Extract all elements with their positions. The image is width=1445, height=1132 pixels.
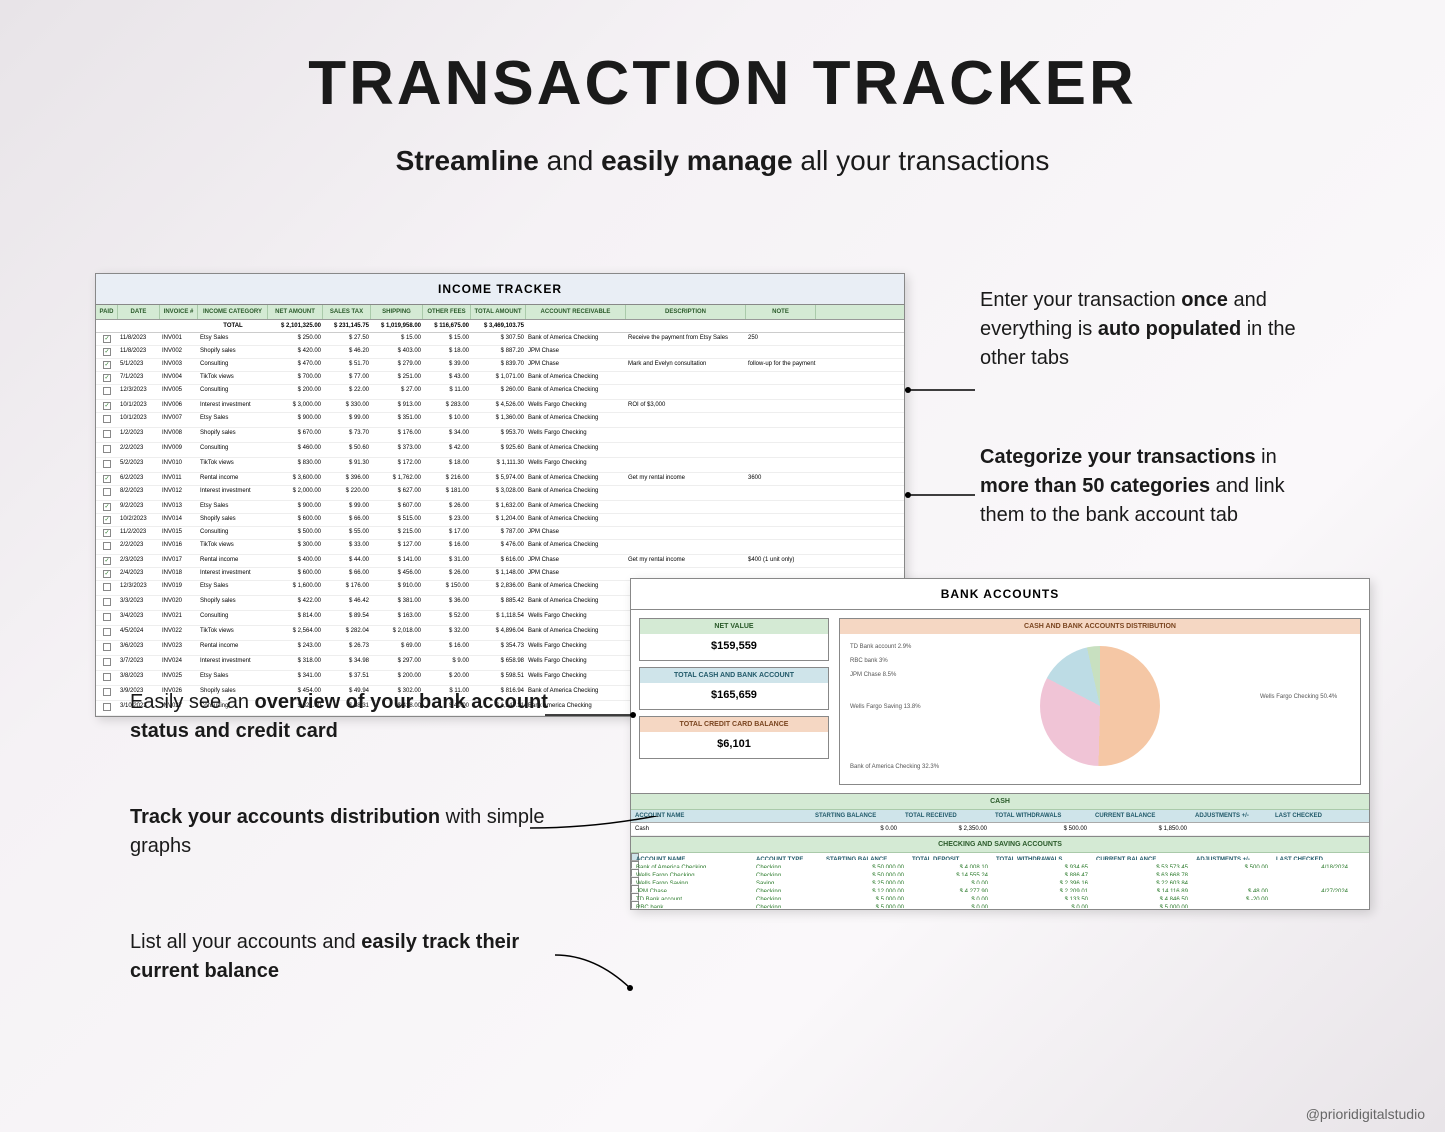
paid-checkbox[interactable]: [103, 445, 111, 453]
paid-checkbox[interactable]: [103, 402, 111, 410]
subtitle: Streamline and easily manage all your tr…: [0, 145, 1445, 177]
summary-card: TOTAL CASH AND BANK ACCOUNT$165,659: [639, 667, 829, 710]
pie-label: Wells Fargo Checking 50.4%: [1260, 694, 1337, 700]
pie-label: TD Bank account 2.9%: [850, 644, 911, 650]
income-row: 6/2/2023INV011Rental income$ 3,600.00$ 3…: [96, 473, 904, 486]
cash-section-title: CASH: [631, 793, 1369, 810]
paid-checkbox[interactable]: [103, 387, 111, 395]
paid-checkbox[interactable]: [103, 516, 111, 524]
income-row: 10/1/2023INV007Etsy Sales$ 900.00$ 99.00…: [96, 413, 904, 428]
arrow-2: [905, 483, 985, 513]
callout-categorize: Categorize your transactions in more tha…: [980, 443, 1320, 530]
income-row: 12/3/2023INV005Consulting$ 200.00$ 22.00…: [96, 385, 904, 400]
paid-checkbox[interactable]: [103, 628, 111, 636]
income-col-header: NET AMOUNT: [268, 305, 323, 319]
income-row: 8/2/2023INV012Interest investment$ 2,000…: [96, 486, 904, 501]
income-row: 11/8/2023INV001Etsy Sales$ 250.00$ 27.50…: [96, 333, 904, 346]
paid-checkbox[interactable]: [103, 361, 111, 369]
paid-checkbox[interactable]: [103, 688, 111, 696]
income-panel-title: INCOME TRACKER: [96, 274, 904, 305]
paid-checkbox[interactable]: [103, 430, 111, 438]
paid-checkbox[interactable]: [103, 658, 111, 666]
checking-columns: ACCOUNT NAMEACCOUNT TYPESTARTING BALANCE…: [631, 853, 639, 861]
callout-balance: List all your accounts and easily track …: [130, 928, 560, 986]
paid-checkbox[interactable]: [103, 643, 111, 651]
income-row: 2/2/2023INV009Consulting$ 460.00$ 50.60$…: [96, 443, 904, 458]
checking-row: JPM ChaseChecking$ 12,000.00$ 4,277.90$ …: [631, 885, 639, 893]
paid-checkbox[interactable]: [103, 570, 111, 578]
arrow-5: [555, 943, 640, 1003]
income-row: 2/2/2023INV016TikTok views$ 300.00$ 33.0…: [96, 540, 904, 555]
pie-label: Bank of America Checking 32.3%: [850, 764, 939, 770]
pie-label: RBC bank 3%: [850, 658, 888, 664]
income-col-header: ACCOUNT RECEIVABLE: [526, 305, 626, 319]
page-title: TRANSACTION TRACKER: [0, 48, 1445, 119]
paid-checkbox[interactable]: [103, 415, 111, 423]
callout-auto-populate: Enter your transaction once and everythi…: [980, 286, 1300, 373]
checking-row: Wells Fargo SavingSaving$ 25,000.00$ 0.0…: [631, 877, 639, 885]
income-col-header: TOTAL AMOUNT: [471, 305, 526, 319]
paid-checkbox[interactable]: [103, 503, 111, 511]
income-row: 5/2/2023INV010TikTok views$ 830.00$ 91.3…: [96, 458, 904, 473]
paid-checkbox[interactable]: [103, 613, 111, 621]
income-row: 11/8/2023INV002Shopify sales$ 420.00$ 46…: [96, 346, 904, 359]
income-col-header: PAID: [96, 305, 118, 319]
income-row: 7/1/2023INV004TikTok views$ 700.00$ 77.0…: [96, 372, 904, 385]
checking-row: Wells Fargo CheckingChecking$ 50,000.00$…: [631, 869, 639, 877]
bank-panel-title: BANK ACCOUNTS: [631, 579, 1369, 610]
bank-accounts-panel: BANK ACCOUNTS NET VALUE$159,559 TOTAL CAS…: [630, 578, 1370, 910]
income-col-header: SALES TAX: [323, 305, 371, 319]
income-header-row: PAIDDATEINVOICE #INCOME CATEGORYNET AMOU…: [96, 305, 904, 320]
paid-checkbox[interactable]: [103, 598, 111, 606]
bank-distribution-chart: CASH AND BANK ACCOUNTS DISTRIBUTION Well…: [839, 618, 1361, 785]
paid-checkbox[interactable]: [103, 557, 111, 565]
income-col-header: INVOICE #: [160, 305, 198, 319]
paid-checkbox[interactable]: [103, 583, 111, 591]
paid-checkbox[interactable]: [103, 374, 111, 382]
callout-distribution: Track your accounts distribution with si…: [130, 803, 560, 861]
checking-row: TD Bank accountChecking$ 5,000.00$ 0.00$…: [631, 893, 639, 901]
pie-label: JPM Chase 8.5%: [850, 672, 896, 678]
paid-checkbox[interactable]: [103, 335, 111, 343]
income-col-header: DESCRIPTION: [626, 305, 746, 319]
income-row: 5/1/2023INV003Consulting$ 470.00$ 51.70$…: [96, 359, 904, 372]
income-totals-row: TOTAL $ 2,101,325.00 $ 231,145.75 $ 1,01…: [96, 320, 904, 333]
income-row: 10/1/2023INV006Interest investment$ 3,00…: [96, 400, 904, 413]
paid-checkbox[interactable]: [103, 529, 111, 537]
pie-chart: [1040, 646, 1160, 766]
paid-checkbox[interactable]: [103, 460, 111, 468]
income-row: 10/2/2023INV014Shopify sales$ 600.00$ 66…: [96, 514, 904, 527]
income-row: 2/3/2023INV017Rental income$ 400.00$ 44.…: [96, 555, 904, 568]
checking-row: RBC bankChecking$ 5,000.00$ 0.00$ 0.00$ …: [631, 901, 639, 909]
income-col-header: NOTE: [746, 305, 816, 319]
callout-overview: Easily see an overview of your bank acco…: [130, 688, 560, 746]
income-row: 9/2/2023INV013Etsy Sales$ 900.00$ 99.00$…: [96, 501, 904, 514]
paid-checkbox[interactable]: [103, 475, 111, 483]
cash-row: Cash$ 0.00$ 2,350.00$ 500.00$ 1,850.00: [631, 823, 1369, 836]
paid-checkbox[interactable]: [103, 488, 111, 496]
summary-card: NET VALUE$159,559: [639, 618, 829, 661]
income-row: 1/2/2023INV008Shopify sales$ 670.00$ 73.…: [96, 428, 904, 443]
checking-section-title: CHECKING AND SAVING ACCOUNTS: [631, 836, 1369, 853]
income-row: 11/2/2023INV015Consulting$ 500.00$ 55.00…: [96, 527, 904, 540]
income-col-header: OTHER FEES: [423, 305, 471, 319]
summary-card: TOTAL CREDIT CARD BALANCE$6,101: [639, 716, 829, 759]
arrow-1: [905, 378, 985, 408]
cash-columns: ACCOUNT NAMESTARTING BALANCETOTAL RECEIV…: [631, 810, 1369, 823]
paid-checkbox[interactable]: [103, 673, 111, 681]
credit: @prioridigitalstudio: [1306, 1106, 1425, 1122]
paid-checkbox[interactable]: [103, 542, 111, 550]
income-col-header: DATE: [118, 305, 160, 319]
paid-checkbox[interactable]: [103, 703, 111, 711]
income-col-header: INCOME CATEGORY: [198, 305, 268, 319]
paid-checkbox[interactable]: [103, 348, 111, 356]
checking-row: Bank of America CheckingChecking$ 50,000…: [631, 861, 639, 869]
pie-label: Wells Fargo Saving 13.8%: [850, 704, 921, 710]
income-col-header: SHIPPING: [371, 305, 423, 319]
